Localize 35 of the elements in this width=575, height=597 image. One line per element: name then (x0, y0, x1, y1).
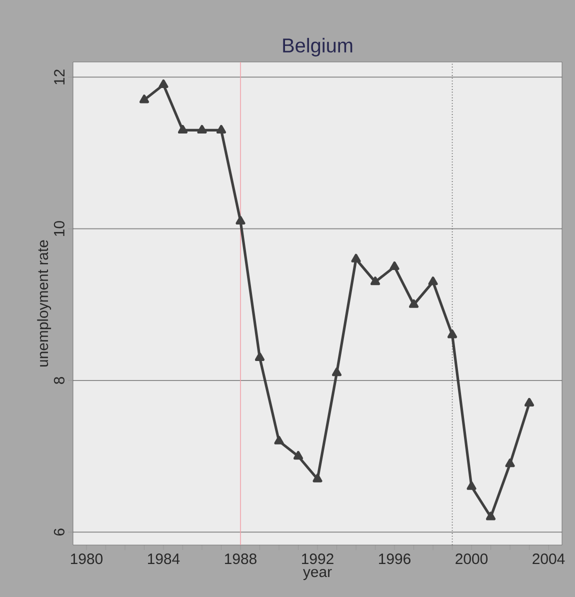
point (254, 352, 265, 362)
chart-title: Belgium (283, 38, 352, 56)
point (505, 458, 515, 468)
point (178, 124, 188, 134)
y-tick-label: 8 (54, 376, 64, 384)
point (274, 436, 284, 444)
point (197, 124, 207, 134)
point (332, 368, 342, 376)
point (390, 261, 400, 270)
x-tick-label: 2004 (532, 554, 565, 564)
point (409, 299, 419, 308)
point (524, 398, 534, 407)
y-tick-label: 6 (54, 528, 64, 536)
x-tick-label: 1980 (70, 554, 102, 564)
point (351, 254, 361, 262)
point (448, 330, 458, 338)
x-tick-label: 1996 (379, 554, 410, 564)
point (236, 216, 246, 225)
point (139, 94, 149, 104)
y-tick-label: 12 (54, 70, 64, 84)
x-tick-label: 1984 (148, 554, 180, 564)
point (216, 124, 226, 134)
y-axis-title: unemployment rate (37, 240, 52, 366)
x-tick-label: 2000 (456, 554, 488, 564)
point (486, 512, 496, 520)
x-axis-title: year (303, 568, 332, 580)
x-tick-label: 1992 (302, 554, 334, 564)
point (293, 450, 304, 460)
point (158, 79, 168, 88)
y-tick-label: 10 (54, 221, 64, 236)
point (370, 276, 380, 286)
point (312, 474, 322, 482)
point (428, 276, 438, 286)
point (466, 481, 476, 490)
x-tick-label: 1988 (225, 554, 256, 564)
